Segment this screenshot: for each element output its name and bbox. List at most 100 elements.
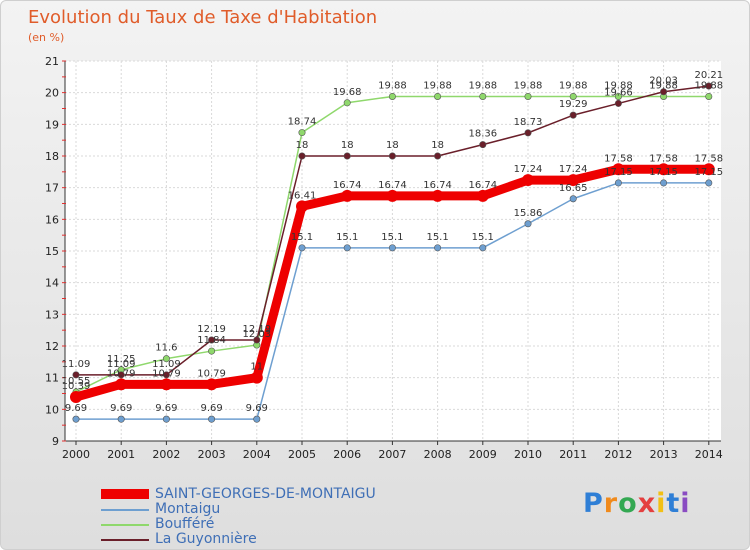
data-point [343, 244, 351, 252]
data-label: 11.25 [107, 354, 136, 365]
data-label: 18 [386, 140, 399, 151]
data-label: 11.09 [152, 359, 181, 370]
data-point [386, 189, 399, 202]
x-tick-label: 2012 [604, 448, 632, 461]
logo-letter: t [666, 488, 681, 519]
data-point [341, 189, 354, 202]
data-point [702, 163, 715, 176]
data-label: 19.68 [333, 87, 362, 98]
data-point [569, 111, 577, 119]
data-label: 19.88 [468, 80, 497, 91]
data-point [388, 92, 396, 100]
data-label: 19.88 [694, 80, 723, 91]
legend-swatch [101, 524, 149, 526]
data-label: 16.74 [333, 180, 362, 191]
x-tick-label: 2001 [107, 448, 135, 461]
data-point [253, 415, 261, 423]
data-point [567, 174, 580, 187]
y-tick-label: 9 [52, 435, 59, 448]
data-label: 15.86 [514, 208, 543, 219]
data-label: 9.69 [110, 403, 132, 414]
y-tick-label: 18 [45, 150, 59, 163]
data-label: 12.19 [242, 324, 271, 335]
x-tick-label: 2006 [333, 448, 361, 461]
data-point [72, 415, 80, 423]
legend-label: Montaigu [155, 501, 221, 517]
data-point [614, 99, 622, 107]
data-label: 18 [431, 140, 444, 151]
x-tick-label: 2002 [152, 448, 180, 461]
data-point [205, 378, 218, 391]
legend-swatch [101, 539, 149, 541]
data-label: 17.15 [694, 167, 723, 178]
data-label: 17.58 [694, 153, 723, 164]
data-label: 17.24 [514, 164, 543, 175]
data-point [70, 390, 82, 403]
data-point [298, 152, 306, 160]
data-point [479, 244, 487, 252]
data-label: 10.39 [62, 381, 91, 392]
data-point [476, 189, 489, 202]
data-point [253, 336, 261, 344]
data-label: 9.69 [200, 403, 222, 414]
data-point [162, 415, 170, 423]
x-tick-label: 2009 [469, 448, 497, 461]
y-tick-label: 13 [45, 308, 59, 321]
data-label: 9.69 [155, 403, 177, 414]
legend-swatch [101, 509, 149, 511]
data-label: 17.58 [604, 153, 633, 164]
y-tick-label: 16 [45, 213, 59, 226]
data-label: 10.79 [152, 368, 181, 379]
data-point [569, 195, 577, 203]
data-label: 16.65 [559, 183, 588, 194]
data-point [657, 163, 670, 176]
legend-label: La Guyonnière [155, 531, 257, 547]
data-label: 11.09 [62, 359, 91, 370]
data-label: 15.1 [291, 232, 313, 243]
y-tick-label: 21 [45, 55, 59, 68]
data-label: 11 [250, 362, 263, 373]
data-point [296, 200, 308, 213]
logo-letter: i [656, 488, 667, 519]
data-point [569, 92, 577, 100]
data-point [614, 179, 622, 187]
data-label: 19.88 [423, 80, 452, 91]
data-label: 15.1 [472, 232, 494, 243]
logo-letter: r [603, 488, 619, 519]
data-point [434, 152, 442, 160]
data-label: 15.1 [426, 232, 448, 243]
data-label: 19.88 [559, 80, 588, 91]
data-label: 17.58 [649, 153, 678, 164]
logo-letter: P [583, 488, 604, 519]
data-label: 17.15 [649, 167, 678, 178]
data-point [660, 179, 668, 187]
data-label: 20.21 [694, 70, 723, 81]
data-label: 17.15 [604, 167, 633, 178]
data-point [117, 415, 125, 423]
logo-letter: i [680, 488, 691, 519]
data-label: 9.69 [65, 403, 87, 414]
data-point [705, 92, 713, 100]
data-label: 19.66 [604, 87, 633, 98]
chart-subtitle: (en %) [28, 31, 65, 44]
data-label: 15.1 [381, 232, 403, 243]
data-point [705, 179, 713, 187]
x-tick-label: 2005 [288, 448, 316, 461]
data-label: 10.55 [62, 376, 91, 387]
data-label: 17.24 [559, 164, 588, 175]
line-chart: 9 10 11 12 13 14 15 16 17 18 19 20 21 2000 2001 2002 200… [45, 55, 723, 461]
data-label: 19.88 [378, 80, 407, 91]
data-point [208, 336, 216, 344]
data-label: 12.03 [242, 329, 271, 340]
data-point [431, 189, 444, 202]
data-label: 16.41 [288, 190, 317, 201]
data-label: 15.1 [336, 232, 358, 243]
x-tick-label: 2004 [243, 448, 271, 461]
data-labels: 10.39 10.79 10.79 10.79 11 16.41 16.74 16.74 16.… [62, 70, 723, 414]
chart-title: Evolution du Taux de Taxe d'Habitation [28, 7, 378, 28]
data-label: 10.79 [107, 368, 136, 379]
data-point [72, 371, 80, 379]
data-point [343, 152, 351, 160]
data-label: 19.88 [604, 80, 633, 91]
y-tick-label: 15 [45, 245, 59, 258]
